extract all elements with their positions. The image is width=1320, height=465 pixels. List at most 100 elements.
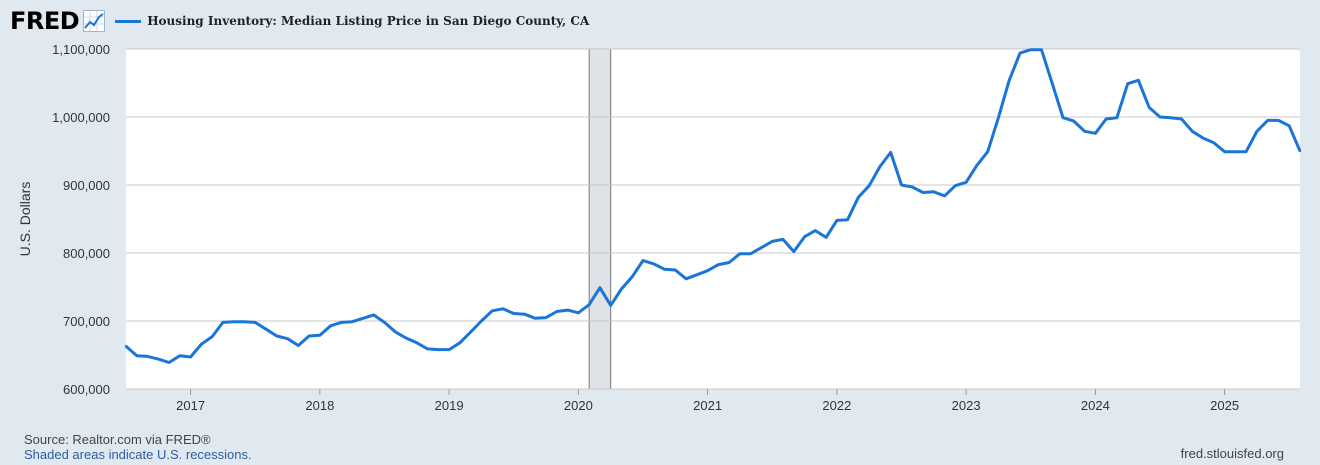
data-point	[1266, 119, 1269, 122]
data-point	[824, 236, 828, 239]
x-tick-label: 2021	[693, 398, 722, 413]
data-point	[964, 181, 968, 184]
data-point	[157, 357, 160, 361]
data-point	[167, 361, 171, 364]
y-tick-label: 1,100,000	[52, 42, 110, 57]
data-point	[340, 321, 343, 324]
chart-trend-icon	[83, 10, 106, 32]
data-point	[587, 303, 591, 306]
data-point	[200, 342, 203, 346]
data-point	[297, 344, 300, 347]
data-point	[544, 316, 548, 319]
data-point	[932, 190, 935, 193]
x-tick-label: 2017	[176, 398, 205, 413]
x-tick-label: 2020	[564, 398, 593, 413]
data-point	[1234, 150, 1237, 153]
data-point	[749, 252, 752, 255]
data-point	[469, 330, 472, 334]
source-note: Source: Realtor.com via FRED®	[24, 432, 211, 447]
data-point	[307, 334, 311, 338]
x-tick-label: 2018	[305, 398, 334, 413]
data-point	[232, 320, 235, 323]
data-point	[695, 273, 699, 276]
y-axis-label: U.S. Dollars	[17, 182, 33, 257]
data-point	[1158, 115, 1162, 119]
data-point	[350, 320, 354, 323]
data-point	[997, 116, 1000, 119]
data-point	[1212, 141, 1216, 145]
data-point	[221, 321, 225, 324]
data-point	[1040, 48, 1043, 51]
data-point	[264, 327, 268, 331]
data-point	[447, 348, 451, 351]
data-point	[609, 304, 612, 307]
data-point	[1072, 119, 1076, 123]
data-point	[1201, 136, 1205, 140]
data-point	[631, 275, 634, 278]
data-point	[178, 354, 182, 357]
data-point	[727, 261, 731, 264]
data-point	[1298, 149, 1302, 153]
data-point	[911, 185, 914, 189]
data-point	[867, 184, 871, 187]
data-point	[878, 165, 882, 168]
data-point	[1115, 116, 1119, 119]
data-point	[835, 219, 839, 222]
data-point	[738, 252, 742, 255]
data-point	[243, 320, 246, 323]
data-point	[361, 317, 365, 320]
data-point	[1169, 116, 1172, 119]
chart-header: FRED Housing Inventory: Median Listing P…	[10, 6, 589, 36]
footer-notes: Source: Realtor.com via FRED® Shaded are…	[24, 432, 252, 462]
data-point	[1255, 130, 1259, 133]
y-tick-label: 900,000	[63, 178, 110, 193]
data-point	[404, 336, 408, 340]
legend-label: Housing Inventory: Median Listing Price …	[147, 14, 590, 28]
fred-logo[interactable]: FRED	[10, 7, 80, 35]
line-chart: 600,000 700,000 800,000 900,000 1,000,000 1,1…	[17, 42, 1302, 413]
data-point	[620, 287, 623, 291]
legend-swatch	[115, 19, 142, 23]
data-point	[1051, 82, 1054, 85]
data-point	[921, 191, 925, 194]
data-point	[1191, 130, 1194, 133]
data-point	[760, 246, 763, 249]
data-point	[954, 184, 957, 187]
data-point	[781, 238, 785, 241]
data-point	[383, 321, 386, 324]
recession-band	[589, 49, 611, 389]
x-tick-label: 2019	[435, 398, 464, 413]
y-tick-label: 600,000	[63, 382, 110, 397]
data-point	[210, 335, 214, 338]
data-point	[1288, 124, 1291, 128]
chart-legend[interactable]: Housing Inventory: Median Listing Price …	[115, 14, 589, 28]
data-point	[1277, 119, 1280, 122]
recession-note: Shaded areas indicate U.S. recessions.	[24, 447, 252, 462]
data-point	[372, 313, 375, 317]
data-point	[1244, 150, 1248, 153]
data-point	[857, 196, 860, 199]
data-point	[480, 319, 483, 323]
data-point	[1007, 79, 1011, 82]
x-tick-label: 2023	[952, 398, 981, 413]
data-point	[717, 263, 720, 266]
x-tick-label: 2024	[1081, 398, 1110, 413]
data-point	[1223, 150, 1226, 153]
site-url[interactable]: fred.stlouisfed.org	[1180, 446, 1284, 461]
data-point	[491, 309, 494, 312]
data-point	[889, 151, 892, 154]
data-point	[146, 355, 149, 358]
data-point	[394, 330, 397, 334]
data-point	[534, 317, 537, 320]
data-point	[329, 324, 332, 327]
data-point	[415, 341, 419, 344]
data-point	[318, 334, 322, 337]
data-point	[1029, 48, 1032, 51]
data-point	[1094, 132, 1097, 135]
data-point	[943, 194, 946, 198]
data-point	[814, 229, 817, 232]
data-point	[975, 164, 979, 167]
data-point	[426, 347, 429, 351]
data-point	[1137, 79, 1140, 82]
x-tick-label: 2025	[1210, 398, 1239, 413]
